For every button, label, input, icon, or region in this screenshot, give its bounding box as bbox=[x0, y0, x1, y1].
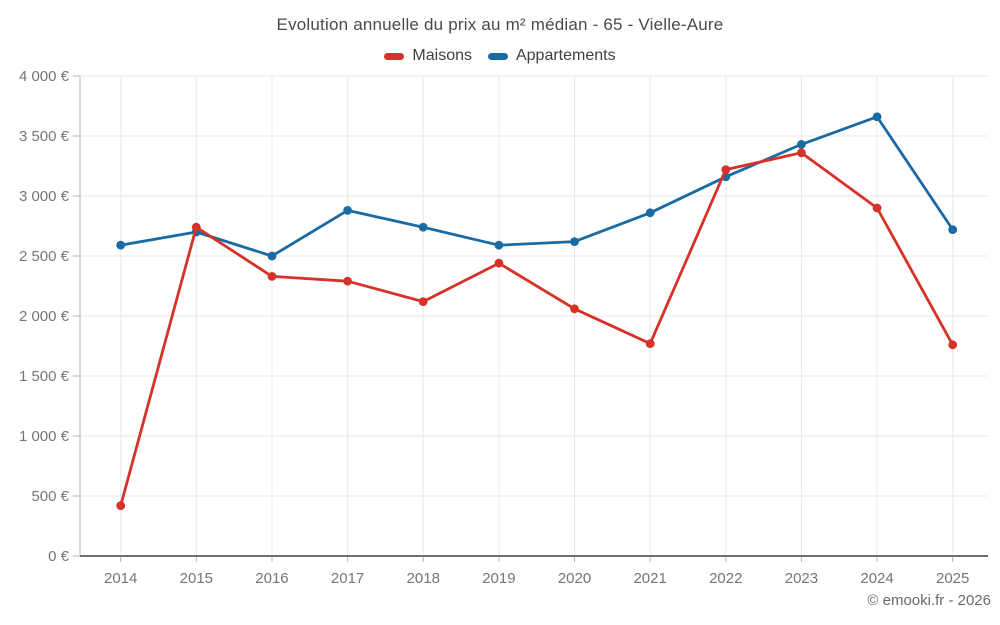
x-axis-label-2014: 2014 bbox=[104, 570, 137, 587]
copyright-text: © emooki.fr - 2026 bbox=[867, 592, 991, 609]
y-axis-label-2500: 2 500 € bbox=[19, 248, 70, 265]
data-point-appartements-2023[interactable] bbox=[797, 140, 806, 149]
data-point-maisons-2022[interactable] bbox=[721, 165, 731, 175]
y-axis-label-500: 500 € bbox=[31, 488, 69, 505]
y-axis-label-0: 0 € bbox=[48, 548, 70, 565]
x-axis-label-2024: 2024 bbox=[860, 570, 893, 587]
y-axis-label-2000: 2 000 € bbox=[19, 308, 70, 325]
data-point-appartements-2024[interactable] bbox=[872, 112, 882, 122]
data-point-appartements-2018[interactable] bbox=[418, 222, 428, 232]
data-point-maisons-2024[interactable] bbox=[872, 203, 882, 213]
legend-item-appartements[interactable]: Appartements bbox=[487, 47, 616, 65]
x-axis-label-2023: 2023 bbox=[785, 570, 818, 587]
x-axis-label-2022: 2022 bbox=[709, 570, 742, 587]
x-axis-label-2019: 2019 bbox=[482, 570, 515, 587]
y-axis-label-3500: 3 500 € bbox=[19, 128, 70, 145]
data-point-maisons-2021[interactable] bbox=[645, 339, 655, 348]
data-point-appartements-2014[interactable] bbox=[116, 240, 126, 250]
data-point-maisons-2023[interactable] bbox=[797, 148, 806, 158]
data-point-maisons-2017[interactable] bbox=[343, 276, 352, 286]
data-point-appartements-2016[interactable] bbox=[267, 251, 277, 261]
data-point-appartements-2017[interactable] bbox=[343, 206, 352, 215]
x-axis-label-2021: 2021 bbox=[633, 570, 666, 587]
legend-swatch-maisons-icon bbox=[384, 52, 405, 60]
x-axis-label-2020: 2020 bbox=[558, 570, 591, 587]
data-point-maisons-2020[interactable] bbox=[570, 304, 579, 314]
chart-title: Evolution annuelle du prix au m² médian … bbox=[276, 15, 724, 34]
y-axis-label-4000: 4 000 € bbox=[19, 68, 70, 85]
legend-label-maisons: Maisons bbox=[412, 47, 472, 64]
data-point-maisons-2016[interactable] bbox=[267, 272, 277, 281]
data-point-maisons-2019[interactable] bbox=[494, 258, 504, 268]
series-line-maisons bbox=[119, 151, 955, 508]
y-axis-label-1000: 1 000 € bbox=[19, 428, 70, 445]
x-axis-label-2025: 2025 bbox=[936, 570, 969, 587]
x-axis-label-2015: 2015 bbox=[180, 570, 213, 587]
legend-item-maisons[interactable]: Maisons bbox=[384, 47, 472, 65]
data-point-appartements-2021[interactable] bbox=[645, 208, 655, 218]
data-point-maisons-2025[interactable] bbox=[948, 340, 958, 350]
data-point-maisons-2018[interactable] bbox=[418, 297, 428, 306]
series-line-appartements bbox=[119, 115, 955, 258]
x-axis-label-2016: 2016 bbox=[255, 570, 288, 587]
legend-swatch-appartements-icon bbox=[487, 52, 508, 60]
y-axis-label-3000: 3 000 € bbox=[19, 188, 70, 205]
chart-legend: Maisons Appartements bbox=[0, 47, 1000, 65]
data-point-appartements-2025[interactable] bbox=[948, 225, 958, 235]
data-point-appartements-2019[interactable] bbox=[494, 240, 504, 250]
data-point-appartements-2020[interactable] bbox=[570, 237, 579, 247]
legend-label-appartements: Appartements bbox=[515, 47, 616, 64]
x-axis-label-2017: 2017 bbox=[331, 570, 364, 587]
x-axis-label-2018: 2018 bbox=[407, 570, 440, 587]
y-axis-label-1500: 1 500 € bbox=[19, 368, 70, 385]
data-point-maisons-2014[interactable] bbox=[116, 501, 126, 510]
data-point-maisons-2015[interactable] bbox=[191, 222, 201, 232]
